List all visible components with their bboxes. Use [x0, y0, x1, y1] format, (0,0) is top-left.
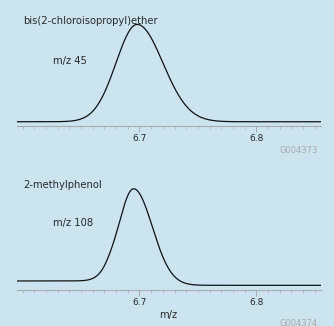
- Text: m/z 108: m/z 108: [53, 218, 93, 228]
- Text: bis(2-chloroisopropyl)ether: bis(2-chloroisopropyl)ether: [23, 16, 157, 25]
- Text: G004373: G004373: [279, 146, 318, 156]
- Text: G004374: G004374: [279, 319, 318, 326]
- Text: 2-methylphenol: 2-methylphenol: [23, 180, 102, 190]
- Text: m/z 45: m/z 45: [53, 56, 87, 66]
- X-axis label: m/z: m/z: [160, 310, 178, 320]
